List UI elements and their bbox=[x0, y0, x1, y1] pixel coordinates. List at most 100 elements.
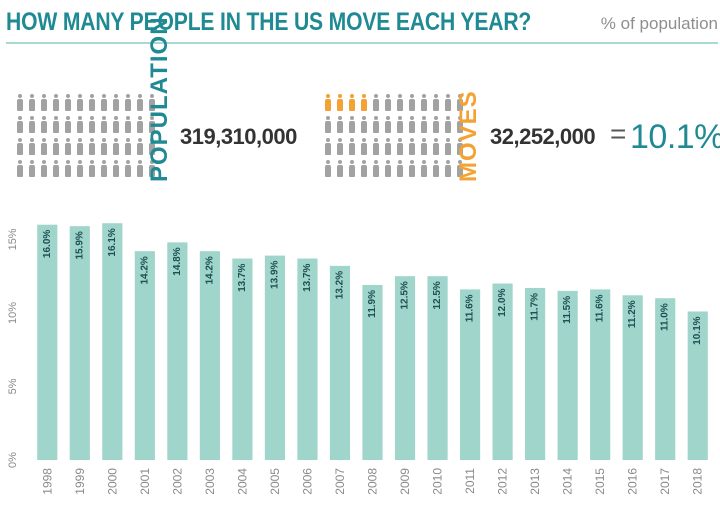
person-icon bbox=[50, 158, 62, 180]
person-icon bbox=[122, 92, 134, 114]
bar-value-label: 14.2% bbox=[139, 256, 150, 284]
person-icon bbox=[14, 92, 26, 114]
bar-value-label: 13.2% bbox=[334, 271, 345, 299]
person-icon bbox=[346, 92, 358, 114]
person-icon bbox=[110, 114, 122, 136]
person-icon bbox=[38, 92, 50, 114]
x-tick-label: 1999 bbox=[73, 468, 87, 495]
person-icon bbox=[322, 92, 334, 114]
bar bbox=[199, 251, 220, 460]
person-icon bbox=[406, 136, 418, 158]
bar bbox=[427, 276, 448, 460]
person-icon bbox=[134, 114, 146, 136]
header: HOW MANY PEOPLE IN THE US MOVE EACH YEAR… bbox=[6, 4, 718, 44]
person-icon bbox=[418, 92, 430, 114]
person-icon bbox=[358, 158, 370, 180]
bar bbox=[232, 258, 253, 460]
person-icon bbox=[14, 136, 26, 158]
person-icon bbox=[418, 136, 430, 158]
bar bbox=[134, 251, 155, 460]
x-tick-label: 2013 bbox=[528, 468, 542, 495]
bar bbox=[394, 276, 416, 460]
equals-sign: = bbox=[610, 118, 627, 149]
x-tick-label: 2018 bbox=[691, 468, 705, 495]
person-icon bbox=[26, 158, 38, 180]
person-icon bbox=[146, 136, 158, 158]
population-value: 319,310,000 bbox=[180, 124, 297, 149]
person-icon bbox=[146, 114, 158, 136]
person-icon bbox=[98, 92, 110, 114]
person-icon bbox=[454, 92, 466, 114]
person-icon bbox=[26, 114, 38, 136]
bar bbox=[525, 287, 546, 460]
x-tick-label: 2016 bbox=[626, 468, 640, 495]
person-icon bbox=[418, 158, 430, 180]
person-icon bbox=[74, 114, 86, 136]
x-tick-label: 2001 bbox=[138, 468, 152, 495]
person-icon bbox=[146, 92, 158, 114]
person-icon bbox=[50, 114, 62, 136]
person-icon bbox=[110, 92, 122, 114]
bar-value-label: 13.7% bbox=[302, 263, 313, 291]
person-icon bbox=[86, 158, 98, 180]
person-icon bbox=[134, 92, 146, 114]
person-icon bbox=[442, 114, 454, 136]
person-icon bbox=[14, 158, 26, 180]
person-icon bbox=[382, 136, 394, 158]
bar-value-label: 12.5% bbox=[400, 281, 411, 309]
bar bbox=[459, 289, 481, 460]
person-icon bbox=[370, 136, 382, 158]
bar-value-label: 11.7% bbox=[530, 293, 541, 321]
person-icon bbox=[346, 158, 358, 180]
bar bbox=[622, 295, 643, 460]
person-icon bbox=[370, 114, 382, 136]
population-label: POPULATION bbox=[146, 16, 173, 182]
person-icon bbox=[74, 158, 86, 180]
x-tick-label: 2017 bbox=[658, 468, 672, 495]
x-tick-label: 2012 bbox=[496, 468, 510, 495]
moves-icon-grid bbox=[322, 92, 466, 180]
bar-value-label: 12.0% bbox=[497, 288, 508, 316]
person-icon bbox=[334, 158, 346, 180]
bars: 16.0% 15.9% 16.1% 14.2% 14.8% 14.2% 13.7% 13.9%… bbox=[37, 223, 708, 460]
bar-value-label: 10.1% bbox=[692, 316, 703, 344]
population-icon-grid bbox=[14, 92, 158, 180]
person-icon bbox=[442, 158, 454, 180]
bar-value-label: 14.2% bbox=[204, 256, 215, 284]
x-tick-label: 2010 bbox=[431, 468, 445, 495]
bar bbox=[655, 298, 676, 460]
x-tick-label: 2004 bbox=[235, 468, 249, 495]
person-icon bbox=[50, 136, 62, 158]
person-icon bbox=[322, 158, 334, 180]
person-icon bbox=[454, 158, 466, 180]
y-tick-label: 15% bbox=[7, 228, 19, 250]
person-icon bbox=[62, 92, 74, 114]
person-icon bbox=[394, 92, 406, 114]
person-icon bbox=[122, 158, 134, 180]
person-icon bbox=[110, 136, 122, 158]
person-icon bbox=[98, 136, 110, 158]
bar-value-label: 11.2% bbox=[627, 300, 638, 328]
bar bbox=[590, 289, 611, 460]
person-icon bbox=[62, 114, 74, 136]
person-icon bbox=[370, 158, 382, 180]
y-tick-label: 5% bbox=[7, 378, 19, 394]
page-subtitle: % of population bbox=[600, 14, 718, 33]
x-tick-label: 2005 bbox=[268, 468, 282, 495]
bar bbox=[297, 258, 318, 460]
person-icon bbox=[358, 92, 370, 114]
person-icon bbox=[38, 136, 50, 158]
person-icon bbox=[14, 114, 26, 136]
bar bbox=[329, 265, 351, 460]
bar-value-label: 11.9% bbox=[367, 290, 378, 318]
bar bbox=[362, 285, 383, 460]
person-icon bbox=[358, 136, 370, 158]
person-icon bbox=[334, 136, 346, 158]
person-icon bbox=[394, 114, 406, 136]
x-tick-label: 2008 bbox=[366, 468, 380, 495]
x-tick-label: 2007 bbox=[333, 468, 347, 495]
person-icon bbox=[134, 136, 146, 158]
person-icon bbox=[346, 136, 358, 158]
bar bbox=[687, 311, 708, 460]
person-icon bbox=[26, 136, 38, 158]
